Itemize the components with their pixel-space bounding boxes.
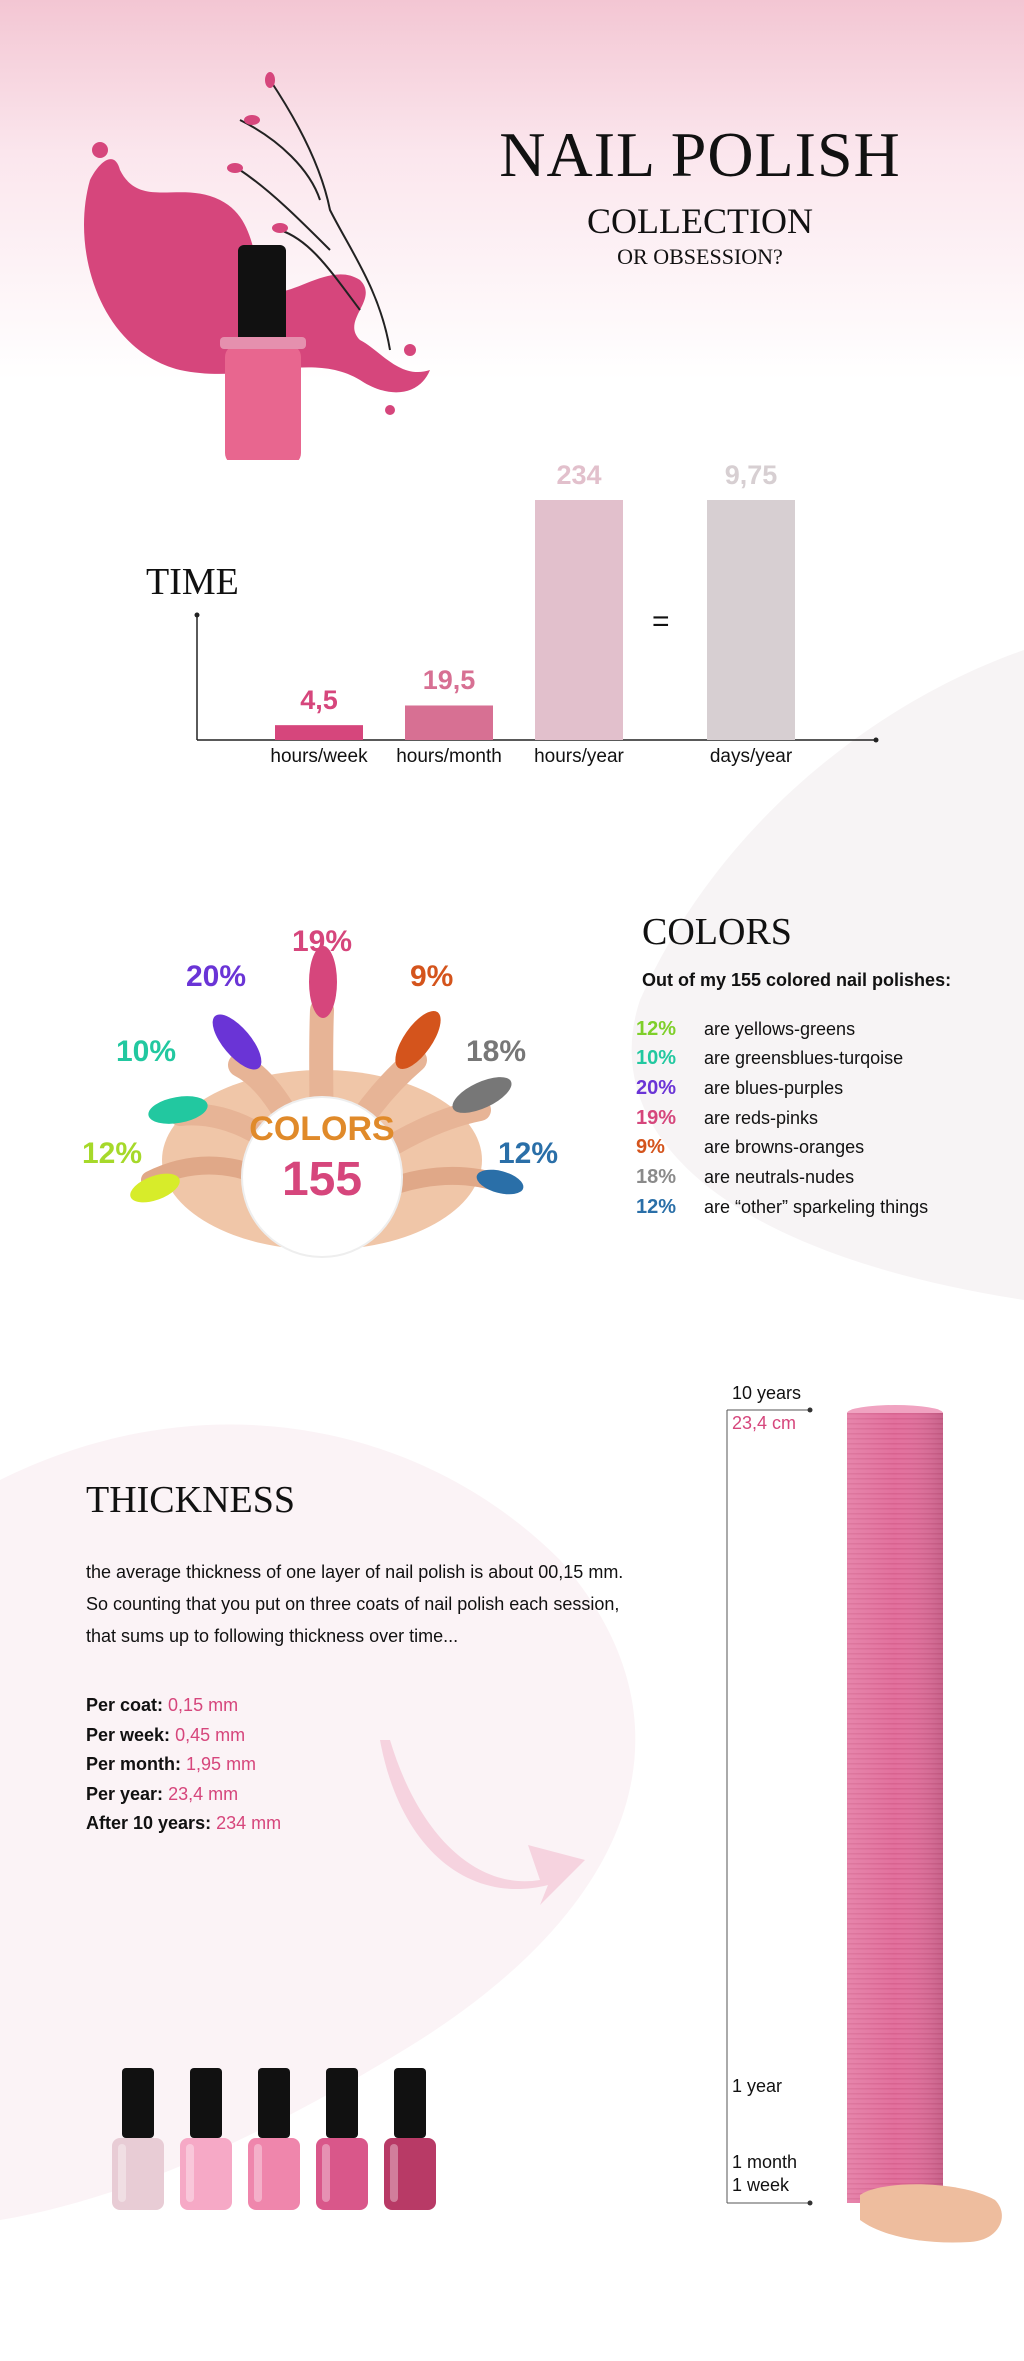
time-title: TIME: [146, 561, 239, 603]
nail-polish-illustration: [84, 72, 430, 460]
thickness-column-chart: [726, 1405, 1002, 2243]
colors-badge-number: 155: [281, 1153, 363, 1206]
bar-value-label: 9,75: [724, 460, 778, 490]
measure-label: Per year:: [86, 1783, 164, 1804]
finger-illustration: [860, 2184, 1002, 2243]
thickness-title: THICKNESS: [86, 1479, 296, 1521]
thickness-line-2: So counting that you put on three coats …: [86, 1594, 620, 1614]
legend-percent: 9%: [636, 1136, 665, 1159]
nail-polish-bottle: [384, 2068, 436, 2210]
thickness-line-1: the average thickness of one layer of na…: [86, 1562, 624, 1582]
legend-label: are blues-purples: [704, 1077, 844, 1098]
thickness-measure-row: After 10 years: 234 mm: [86, 1813, 281, 1834]
fan-pct-nudes: 18%: [466, 1035, 527, 1068]
bar-value-label: 234: [556, 460, 602, 490]
thickness-measure-row: Per year: 23,4 mm: [86, 1784, 238, 1805]
fan-pct-pinks: 19%: [292, 925, 353, 958]
measure-value: 234 mm: [216, 1813, 282, 1833]
ruler-value-10-years: 23,4 cm: [732, 1413, 797, 1433]
legend-label: are reds-pinks: [704, 1107, 819, 1128]
legend-label: are greensblues-turqoise: [704, 1048, 904, 1069]
colors-title: COLORS: [642, 911, 792, 953]
nail-polish-bottle: [180, 2068, 232, 2210]
legend-row: 12% are yellows-greens: [636, 1014, 855, 1044]
fan-pct-sparkle: 12%: [498, 1137, 559, 1170]
page-subtitle-question: OR OBSESSION?: [617, 244, 783, 269]
bar-value-label: 19,5: [422, 665, 476, 696]
bottles-row: [112, 2068, 436, 2210]
fan-pct-turquoise: 10%: [116, 1035, 177, 1068]
bar-category-label: hours/year: [534, 746, 624, 767]
legend-percent: 19%: [636, 1106, 677, 1129]
measure-label: Per week:: [86, 1724, 171, 1745]
measure-label: Per month:: [86, 1754, 182, 1774]
fan-pct-purples: 20%: [186, 960, 247, 993]
page-title: NAIL POLISH: [499, 119, 901, 190]
equals-sign: =: [652, 605, 670, 638]
fan-pct-yellows: 12%: [82, 1137, 143, 1170]
thickness-measure-row: Per week: 0,45 mm: [86, 1725, 245, 1746]
measure-value: 23,4 mm: [168, 1783, 239, 1804]
legend-row: 12% are “other” sparkeling things: [636, 1192, 928, 1222]
bar-days-year: [707, 500, 795, 740]
bar-hours-year: [535, 500, 623, 740]
legend-percent: 20%: [636, 1076, 677, 1099]
nail-polish-bottle: [248, 2068, 300, 2210]
legend-row: 9% are browns-oranges: [636, 1133, 864, 1163]
ruler-label-1-month: 1 month: [732, 2152, 798, 2172]
legend-percent: 10%: [636, 1047, 677, 1070]
bar-category-label: days/year: [709, 746, 793, 767]
colors-hand-illustration: [130, 946, 524, 1258]
thickness-measure-row: Per month: 1,95 mm: [86, 1754, 256, 1775]
colors-badge-word: COLORS: [249, 1110, 395, 1148]
colors-intro: Out of my 155 colored nail polishes:: [642, 970, 952, 990]
measure-label: After 10 years:: [86, 1813, 212, 1833]
legend-row: 10% are greensblues-turqoise: [636, 1044, 903, 1074]
ruler-label-1-week: 1 week: [732, 2175, 790, 2195]
measure-value: 0,15 mm: [168, 1695, 239, 1715]
measure-label: Per coat:: [86, 1695, 164, 1715]
legend-percent: 18%: [636, 1166, 677, 1188]
page-subtitle: COLLECTION: [587, 201, 813, 241]
measure-value: 0,45 mm: [175, 1724, 246, 1745]
nail-polish-bottle: [316, 2068, 368, 2210]
ruler-label-10-years: 10 years: [732, 1383, 802, 1403]
bar-category-label: hours/week: [270, 746, 368, 767]
bar-hours-week: [275, 725, 363, 740]
thickness-measure-row: Per coat: 0,15 mm: [86, 1695, 238, 1716]
legend-label: are neutrals-nudes: [704, 1167, 855, 1187]
time-bar-chart: [194, 500, 879, 743]
legend-label: are browns-oranges: [704, 1137, 865, 1158]
legend-row: 18% are neutrals-nudes: [636, 1163, 854, 1193]
bar-category-label: hours/month: [396, 746, 502, 767]
legend-label: are yellows-greens: [704, 1018, 856, 1039]
legend-label: are “other” sparkeling things: [704, 1196, 929, 1217]
fan-pct-oranges: 9%: [410, 960, 454, 993]
bar-hours-month: [405, 705, 493, 740]
legend-percent: 12%: [636, 1017, 677, 1040]
thickness-line-3: that sums up to following thickness over…: [86, 1626, 459, 1646]
ruler-label-1-year: 1 year: [732, 2076, 783, 2096]
legend-row: 20% are blues-purples: [636, 1073, 843, 1103]
bar-value-label: 4,5: [300, 685, 338, 716]
legend-percent: 12%: [636, 1195, 677, 1218]
legend-row: 19% are reds-pinks: [636, 1103, 818, 1133]
measure-value: 1,95 mm: [186, 1754, 257, 1774]
nail-polish-bottle: [112, 2068, 164, 2210]
